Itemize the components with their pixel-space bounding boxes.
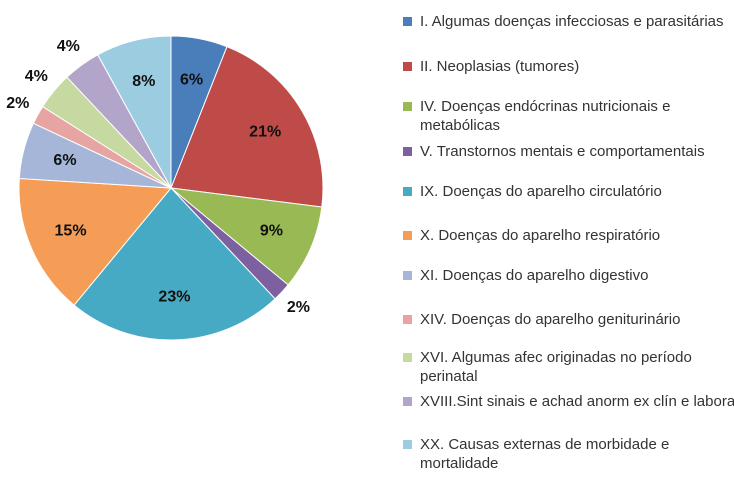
data-label: 2% [287,299,310,316]
legend-label: I. Algumas doenças infecciosas e parasit… [420,13,724,30]
legend-label: XIV. Doenças do aparelho geniturinário [420,311,681,328]
legend-item: XI. Doenças do aparelho digestivo [403,266,734,285]
legend-item: V. Transtornos mentais e comportamentais [403,142,734,161]
legend-label: XVI. Algumas afec originadas no período … [420,349,692,385]
legend-swatch [403,397,412,406]
data-label: 21% [249,124,281,141]
legend-label: V. Transtornos mentais e comportamentais [420,143,705,160]
data-label: 23% [158,289,190,306]
legend-swatch [403,102,412,111]
data-label: 15% [55,223,87,240]
legend-item: II. Neoplasias (tumores) [403,57,734,76]
pie-chart: 6% 21% 9% 2% 23% 15% 6% 2% 4% 4% 8% [6,35,324,341]
legend-swatch [403,315,412,324]
data-label: 2% [6,95,29,112]
legend-item: I. Algumas doenças infecciosas e parasit… [403,12,734,31]
legend-swatch [403,440,412,449]
data-label: 6% [180,72,203,89]
legend-item: XX. Causas externas de morbidade e morta… [403,435,734,473]
legend-item: IX. Doenças do aparelho circulatório [403,182,734,201]
legend-label: IX. Doenças do aparelho circulatório [420,183,662,200]
data-label: 9% [260,223,283,240]
legend-item: XVI. Algumas afec originadas no período … [403,348,734,386]
data-label: 4% [57,38,80,55]
legend-item: XIV. Doenças do aparelho geniturinário [403,310,734,329]
pie-slice [73,187,276,341]
data-label: 8% [132,73,155,90]
pie-slice [97,35,172,189]
legend-label: IV. Doenças endócrinas nutricionais e me… [420,98,671,134]
legend-label: XI. Doenças do aparelho digestivo [420,267,649,284]
legend-swatch [403,187,412,196]
legend-label: XX. Causas externas de morbidade e morta… [420,436,670,472]
legend-item: X. Doenças do aparelho respiratório [403,226,734,245]
legend-swatch [403,17,412,26]
legend-label: XVIII.Sint sinais e achad anorm ex clín … [420,393,734,410]
legend-item: XVIII.Sint sinais e achad anorm ex clín … [403,392,734,411]
legend-swatch [403,353,412,362]
legend-item: IV. Doenças endócrinas nutricionais e me… [403,97,734,135]
legend-label: II. Neoplasias (tumores) [420,58,580,75]
pie-slice [18,177,173,306]
legend-swatch [403,147,412,156]
legend-swatch [403,271,412,280]
pie-slice [170,46,324,208]
legend-swatch [403,62,412,71]
legend-label: X. Doenças do aparelho respiratório [420,227,661,244]
data-label: 6% [53,152,76,169]
data-label: 4% [25,68,48,85]
pie-slice [169,187,323,286]
legend-swatch [403,231,412,240]
